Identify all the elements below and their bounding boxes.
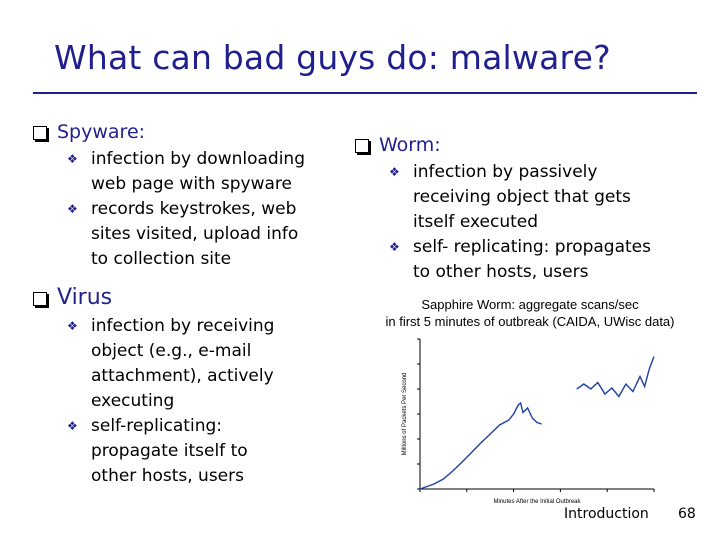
sapphire-worm-chart: Sapphire Worm: aggregate scans/sec in fi…: [370, 297, 690, 522]
diamond-bullet-icon: ❖: [67, 202, 78, 216]
virus-item-line: self-replicating:: [91, 416, 222, 436]
chart-caption-line-2: in first 5 minutes of outbreak (CAIDA, U…: [385, 314, 675, 329]
title-underline: [33, 92, 697, 94]
worm-item-line: self- replicating: propagates: [413, 237, 651, 257]
spyware-section: Spyware: ❖ infection by downloading web pa…: [33, 121, 353, 272]
spyware-item-1: ❖ infection by downloading web page with s…: [33, 147, 353, 197]
virus-items-list: ❖ infection by receiving object (e.g., e-m…: [33, 314, 353, 489]
spyware-items-list: ❖ infection by downloading web page with s…: [33, 147, 353, 272]
square-bullet-icon: [355, 139, 369, 153]
footer-section-label: Introduction: [564, 506, 649, 522]
worm-item-line: infection by passively: [413, 162, 598, 182]
virus-section: Virus ❖ infection by receiving object (e.g…: [33, 285, 353, 489]
virus-item-line: other hosts, users: [91, 466, 244, 486]
spyware-item-line: to collection site: [91, 249, 232, 269]
square-bullet-icon: [33, 126, 47, 140]
virus-item-line: infection by receiving: [91, 316, 275, 336]
page-number: 68: [678, 506, 696, 522]
x-axis-label: Minutes After the Initial Outbreak: [493, 499, 581, 505]
y-axis-label: Millions of Packets Per Second: [402, 373, 408, 456]
spyware-item-line: web page with spyware: [91, 174, 292, 194]
worm-section: Worm: ❖ infection by passively receiving o…: [355, 134, 695, 285]
virus-item-1: ❖ infection by receiving object (e.g., e-m…: [33, 314, 353, 414]
square-bullet-icon: [33, 291, 47, 306]
diamond-bullet-icon: ❖: [67, 419, 78, 433]
virus-item-line: attachment), actively: [91, 366, 274, 386]
worm-items-list: ❖ infection by passively receiving object …: [355, 160, 695, 285]
spyware-heading-text: Spyware:: [57, 121, 146, 143]
worm-item-1: ❖ infection by passively receiving object …: [355, 160, 695, 235]
diamond-bullet-icon: ❖: [67, 319, 78, 333]
chart-canvas: Minutes After the Initial Outbreak Millio…: [402, 338, 655, 505]
worm-heading: Worm:: [355, 134, 695, 156]
worm-item-line: to other hosts, users: [413, 262, 589, 282]
series-line-1: [419, 401, 542, 490]
virus-item-line: object (e.g., e-mail: [91, 341, 252, 361]
worm-item-line: itself executed: [413, 212, 539, 232]
worm-heading-text: Worm:: [379, 134, 441, 156]
spyware-item-line: records keystrokes, web: [91, 199, 297, 219]
diamond-bullet-icon: ❖: [389, 165, 400, 179]
slide-title: What can bad guys do: malware?: [54, 38, 611, 77]
spyware-item-line: sites visited, upload info: [91, 224, 299, 244]
spyware-heading: Spyware:: [33, 121, 353, 143]
virus-item-line: executing: [91, 391, 175, 411]
diamond-bullet-icon: ❖: [389, 240, 400, 254]
virus-heading-text: Virus: [57, 285, 113, 310]
virus-heading: Virus: [33, 285, 353, 310]
spyware-item-2: ❖ records keystrokes, web sites visited, u…: [33, 197, 353, 272]
chart-caption-line-1: Sapphire Worm: aggregate scans/sec: [421, 297, 639, 312]
series-line-2: [576, 356, 655, 398]
diamond-bullet-icon: ❖: [67, 152, 78, 166]
spyware-item-line: infection by downloading: [91, 149, 306, 169]
virus-item-line: propagate itself to: [91, 441, 248, 461]
worm-item-line: receiving object that gets: [413, 187, 631, 207]
worm-item-2: ❖ self- replicating: propagates to other h…: [355, 235, 695, 285]
virus-item-2: ❖ self-replicating: propagate itself to oth…: [33, 414, 353, 489]
